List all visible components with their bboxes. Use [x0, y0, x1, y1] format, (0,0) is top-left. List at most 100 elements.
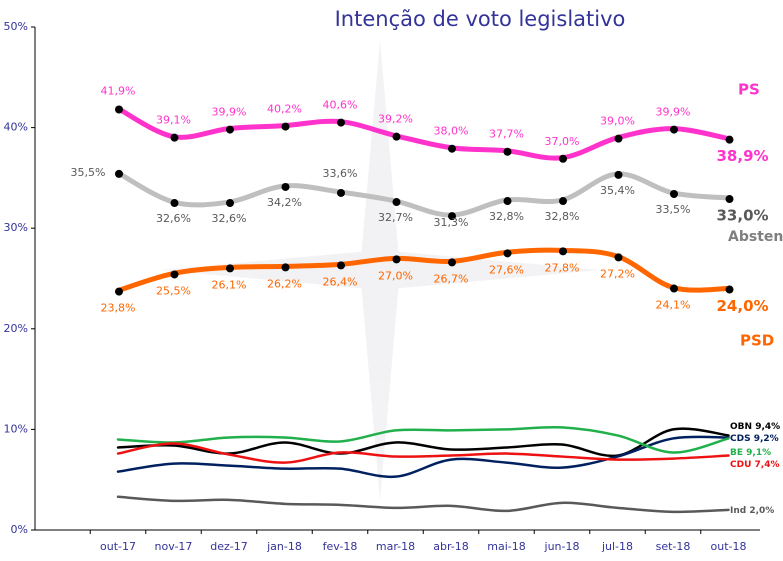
value-label: 32,6%: [156, 212, 191, 225]
point: [337, 188, 345, 197]
value-label: 9,1%: [746, 448, 771, 458]
x-tick-label: fev-18: [323, 540, 358, 553]
value-label: 7,4%: [755, 460, 780, 470]
value-label: 39,0%: [600, 115, 635, 128]
value-label: 32,8%: [489, 210, 524, 223]
end-label: CDU 7,4%: [730, 460, 780, 470]
x-tick-label: out-17: [100, 540, 136, 553]
point: [392, 198, 401, 207]
watermark: [160, 40, 600, 500]
value-label: 35,5%: [71, 166, 106, 179]
point: [448, 258, 456, 267]
series-name: CDU: [730, 460, 751, 470]
x-tick-label: dez-17: [210, 540, 248, 553]
point: [281, 122, 290, 131]
point: [448, 144, 456, 153]
point: [670, 125, 678, 134]
point: [503, 197, 512, 206]
point: [226, 125, 234, 134]
value-label: 24,1%: [656, 299, 691, 312]
series-name: CDS: [730, 434, 751, 444]
value-label: 37,7%: [489, 128, 524, 141]
point: [725, 135, 734, 144]
value-label: 39,2%: [378, 113, 413, 126]
end-value-label: 33,0%: [717, 207, 769, 225]
series-line: [116, 435, 730, 479]
series-line: [116, 442, 730, 464]
value-label: 32,6%: [212, 212, 247, 225]
end-label: Ind 2,0%: [730, 506, 774, 516]
value-label: 27,8%: [545, 261, 580, 274]
series-line: [115, 170, 731, 218]
x-tick-label: out-18: [711, 540, 747, 553]
point: [281, 182, 290, 191]
point: [226, 199, 234, 208]
value-label: 34,2%: [267, 196, 302, 209]
series-line: [116, 425, 730, 454]
point: [337, 118, 345, 127]
value-label: 40,6%: [323, 99, 358, 112]
value-label: 40,2%: [267, 103, 302, 116]
value-label: 33,5%: [656, 203, 691, 216]
value-label: 32,8%: [545, 210, 580, 223]
value-label: 39,1%: [156, 114, 191, 127]
series-name: OBN: [730, 422, 752, 432]
series-name: PSD: [740, 332, 774, 350]
x-tick-label: set-18: [656, 540, 691, 553]
point: [559, 247, 567, 256]
y-tick-label: 50%: [4, 20, 28, 33]
point: [281, 263, 290, 272]
x-tick-label: mar-18: [376, 540, 415, 553]
point: [503, 249, 512, 258]
value-label: 27,2%: [600, 267, 635, 280]
x-tick-label: jan-18: [266, 540, 302, 553]
point: [614, 134, 623, 143]
end-label: CDS 9,2%: [730, 434, 779, 444]
point: [448, 212, 456, 221]
point: [725, 285, 734, 294]
value-label: 37,0%: [545, 135, 580, 148]
value-label: 26,2%: [267, 277, 302, 290]
point: [115, 169, 123, 178]
value-label: 27,0%: [378, 269, 413, 282]
value-label: 26,7%: [434, 272, 469, 285]
value-label: 9,4%: [755, 422, 780, 432]
series-name: BE: [730, 448, 743, 458]
end-value-label: 24,0%: [717, 297, 769, 315]
point: [170, 199, 179, 208]
end-label: BE 9,1%: [730, 448, 771, 458]
x-tick-label: abr-18: [433, 540, 469, 553]
value-label: 39,9%: [212, 106, 247, 119]
series-line: [115, 247, 731, 294]
value-label: 9,2%: [754, 434, 779, 444]
y-tick-label: 20%: [4, 322, 28, 335]
point: [392, 132, 401, 141]
value-label: 38,0%: [434, 125, 469, 138]
point: [670, 189, 678, 198]
point: [115, 287, 123, 296]
x-tick-label: jun-18: [544, 540, 580, 553]
value-label: 39,9%: [656, 106, 691, 119]
point: [559, 154, 567, 163]
series-line: [115, 105, 731, 161]
chart-title: Intenção de voto legislativo: [335, 7, 626, 31]
value-label: 23,8%: [101, 302, 136, 315]
value-label: 27,6%: [489, 263, 524, 276]
series-name: PS: [738, 81, 760, 99]
end-value-label: 38,9%: [717, 147, 769, 165]
y-tick-label: 30%: [4, 221, 28, 234]
point: [614, 253, 623, 262]
end-label: OBN 9,4%: [730, 422, 780, 432]
value-label: 35,4%: [600, 184, 635, 197]
value-label: 32,7%: [378, 211, 413, 224]
x-tick-label: nov-17: [155, 540, 193, 553]
x-tick-label: jul-18: [601, 540, 633, 553]
point: [670, 284, 678, 293]
value-label: 33,6%: [323, 167, 358, 180]
value-label: 25,5%: [156, 284, 191, 297]
series-name: Abstenção: [728, 229, 783, 245]
point: [337, 261, 345, 270]
point: [614, 170, 623, 179]
value-label: 26,4%: [323, 275, 358, 288]
